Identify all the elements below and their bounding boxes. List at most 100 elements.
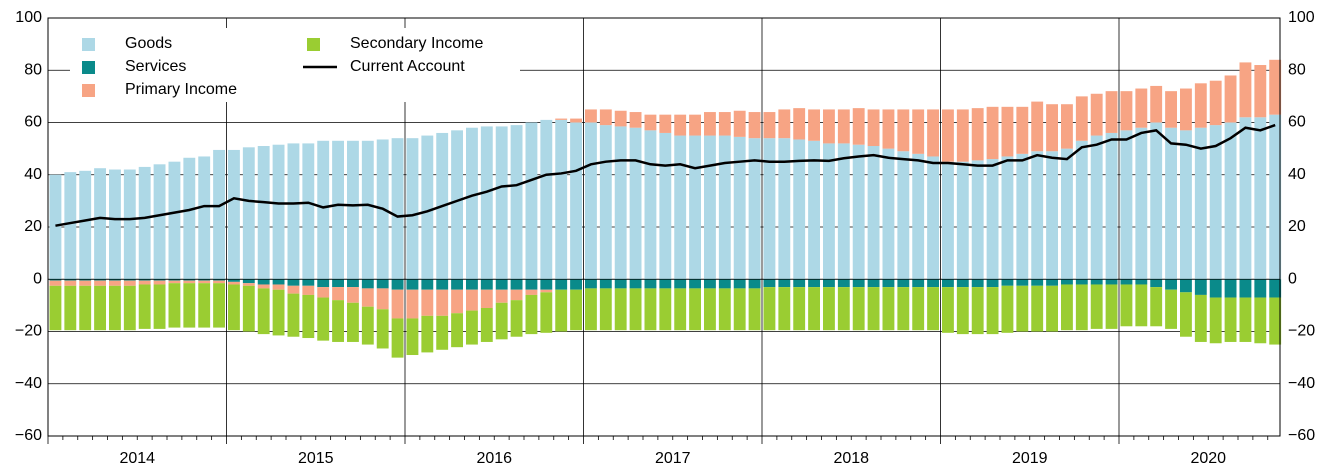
bar-segment — [1120, 130, 1133, 280]
bar-segment — [823, 287, 835, 331]
bar-segment — [912, 287, 925, 331]
bar-segment — [659, 132, 672, 280]
x-tick-label: 2016 — [476, 450, 512, 467]
bar-segment — [599, 279, 612, 289]
bar-segment — [942, 109, 954, 162]
bar-segment — [793, 287, 806, 331]
bar-segment — [49, 280, 62, 286]
bar-segment — [1001, 279, 1014, 286]
bar-segment — [823, 109, 835, 144]
bar-segment — [570, 122, 582, 280]
bar-segment — [1180, 130, 1192, 280]
bar-segment — [495, 126, 508, 280]
bar-segment — [168, 161, 181, 280]
plot-frame — [47, 17, 1281, 437]
bar-segment — [629, 127, 642, 280]
legend-label: Services — [125, 58, 186, 75]
bar-segment — [1135, 127, 1148, 280]
bar-segment — [1135, 284, 1148, 327]
bar-segment — [1016, 285, 1029, 332]
bar-segment — [912, 109, 925, 154]
bar-segment — [183, 279, 196, 281]
bar-segment — [823, 279, 835, 288]
legend-swatch — [82, 38, 95, 51]
bar-segment — [555, 119, 568, 280]
bar-segment — [540, 292, 553, 333]
y-tick-label: 80 — [24, 61, 42, 78]
bar-segment — [897, 151, 910, 280]
bar-segment — [644, 114, 657, 131]
bar-segment — [1254, 65, 1267, 118]
bar-segment — [64, 279, 77, 281]
bar-segment — [347, 302, 359, 342]
bar-segment — [763, 279, 776, 288]
bar-segment — [332, 300, 344, 342]
bar-segment — [525, 279, 538, 290]
bar-segment — [674, 114, 687, 136]
bar-segment — [689, 279, 701, 289]
bar-segment — [138, 279, 151, 281]
bar-segment — [882, 279, 895, 288]
bar-segment — [659, 114, 672, 133]
bar-segment — [585, 109, 597, 123]
bar-segment — [272, 289, 285, 336]
bar-segment — [64, 285, 77, 331]
bar-segment — [1165, 279, 1177, 290]
bar-segment — [228, 279, 240, 282]
bar-segment — [808, 109, 820, 141]
bar-segment — [480, 279, 493, 290]
bar-segment — [793, 139, 806, 280]
bar-segment — [1269, 297, 1282, 345]
bar-segment — [778, 109, 791, 139]
bar-segment — [406, 138, 419, 280]
bar-segment — [391, 289, 404, 319]
bar-segment — [837, 279, 850, 288]
bar-segment — [480, 289, 493, 308]
bar-segment — [287, 279, 300, 286]
bar-segment — [689, 135, 701, 280]
bar-segment — [317, 140, 330, 280]
bar-segment — [882, 148, 895, 280]
bar-segment — [257, 284, 270, 289]
bar-segment — [867, 287, 880, 331]
bar-segment — [793, 108, 806, 140]
bar-segment — [332, 287, 344, 301]
bar-segment — [1194, 83, 1207, 128]
bar-segment — [153, 280, 166, 285]
bar-segment — [168, 280, 181, 284]
legend-swatch — [82, 61, 95, 74]
legend-label: Secondary Income — [350, 35, 484, 52]
bar-segment — [585, 288, 597, 331]
bar-segment — [1016, 106, 1029, 154]
bar-segment — [1269, 59, 1282, 115]
bar-segment — [287, 293, 300, 337]
bar-segment — [79, 170, 92, 280]
bar-segment — [272, 279, 285, 285]
bar-segment — [808, 140, 820, 280]
bar-segment — [852, 287, 865, 331]
bar-segment — [1209, 80, 1222, 126]
bar-segment — [718, 288, 731, 331]
bar-segment — [1180, 88, 1192, 131]
bar-segment — [361, 140, 374, 280]
bar-segment — [1194, 279, 1207, 295]
bar-segment — [525, 289, 538, 295]
y-tick-label: 40 — [24, 166, 42, 183]
bar-segment — [1224, 297, 1237, 342]
bar-segment — [480, 307, 493, 342]
bar-segment — [242, 279, 255, 284]
bar-segment — [1090, 279, 1103, 285]
bar-segment — [808, 287, 820, 331]
bar-segment — [1254, 117, 1267, 280]
bar-segment — [406, 318, 419, 356]
y-tick-label: 20 — [24, 218, 42, 235]
bar-segment — [852, 144, 865, 280]
x-tick-label: 2019 — [1012, 450, 1048, 467]
bar-segment — [971, 108, 984, 161]
bar-segment — [510, 125, 523, 280]
bar-segment — [1150, 85, 1163, 123]
bar-segment — [778, 287, 791, 331]
y2-tick-label: 80 — [1288, 61, 1306, 78]
bar-segment — [376, 309, 389, 349]
bar-segment — [257, 288, 270, 335]
